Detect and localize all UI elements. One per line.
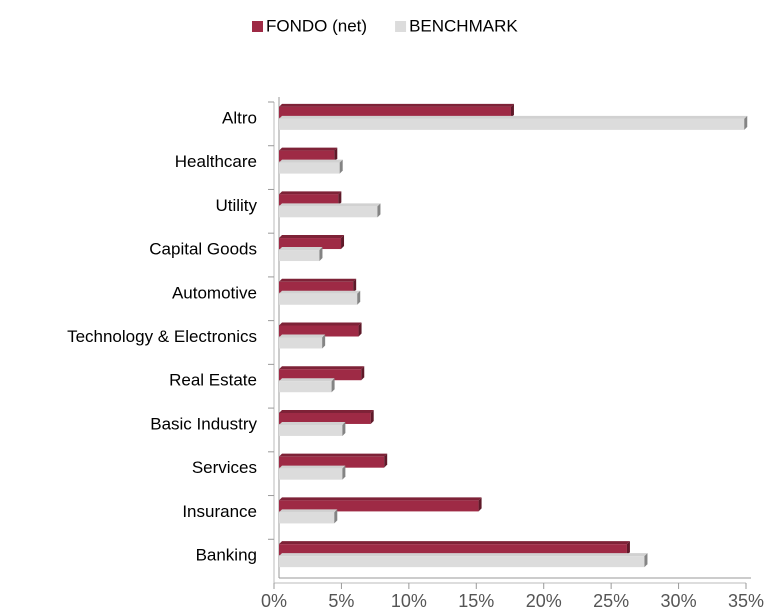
bar-edge bbox=[334, 147, 338, 162]
legend-label: BENCHMARK bbox=[409, 16, 518, 35]
bar-top bbox=[279, 409, 374, 413]
bar-top bbox=[279, 497, 482, 501]
bar bbox=[279, 337, 323, 349]
bar-top bbox=[279, 235, 345, 239]
bar bbox=[279, 369, 362, 381]
bar-top bbox=[279, 421, 346, 425]
bar-top bbox=[279, 553, 648, 557]
bar bbox=[279, 150, 335, 162]
bar-edge bbox=[357, 290, 361, 305]
legend-label: FONDO (net) bbox=[266, 16, 367, 35]
bar-edge bbox=[319, 247, 323, 262]
bar-top bbox=[279, 453, 388, 457]
bar-edge bbox=[478, 497, 482, 512]
bar-edge bbox=[342, 465, 346, 480]
bar bbox=[279, 162, 340, 174]
bar-top bbox=[279, 366, 365, 370]
bar-edge bbox=[341, 235, 345, 250]
bar-top bbox=[279, 334, 326, 338]
x-tick-label: 35% bbox=[728, 591, 764, 609]
y-tick-label: Utility bbox=[215, 196, 257, 215]
x-tick-label: 10% bbox=[391, 591, 427, 609]
bar-top bbox=[279, 115, 748, 119]
bar-edge bbox=[342, 421, 346, 436]
bar-edge bbox=[361, 366, 365, 381]
bar bbox=[279, 381, 332, 393]
y-tick-label: Basic Industry bbox=[150, 414, 257, 433]
bar-top bbox=[279, 290, 361, 294]
bar-top bbox=[279, 322, 362, 326]
bar-top bbox=[279, 541, 630, 545]
bar bbox=[279, 106, 511, 118]
bar-edge bbox=[331, 378, 335, 393]
legend-swatch bbox=[395, 21, 407, 32]
bar-top bbox=[279, 191, 342, 195]
x-tick-label: 15% bbox=[458, 591, 494, 609]
bar-top bbox=[279, 203, 381, 207]
y-tick-label: Services bbox=[192, 458, 257, 477]
bar-edge bbox=[377, 203, 381, 218]
bar bbox=[279, 412, 371, 424]
bar-top bbox=[279, 378, 335, 382]
bar bbox=[279, 512, 335, 524]
bar-top bbox=[279, 103, 514, 107]
bar bbox=[279, 556, 645, 568]
bar-edge bbox=[353, 278, 357, 293]
bar-top bbox=[279, 278, 357, 282]
bar-edge bbox=[339, 159, 343, 174]
x-tick-label: 20% bbox=[526, 591, 562, 609]
bar-top bbox=[279, 509, 338, 513]
bar-edge bbox=[334, 509, 338, 524]
y-tick-label: Insurance bbox=[182, 502, 257, 521]
bar-edge bbox=[744, 115, 748, 130]
y-tick-label: Automotive bbox=[172, 283, 257, 302]
y-tick-label: Banking bbox=[196, 546, 257, 565]
bar-top bbox=[279, 247, 323, 251]
x-tick-label: 0% bbox=[261, 591, 287, 609]
y-tick-label: Altro bbox=[222, 108, 257, 127]
bar bbox=[279, 194, 339, 206]
bar bbox=[279, 424, 343, 436]
bar-edge bbox=[370, 409, 374, 424]
y-tick-label: Technology & Electronics bbox=[67, 327, 257, 346]
bar bbox=[279, 293, 358, 305]
legend-swatch bbox=[252, 21, 263, 32]
bar bbox=[279, 456, 385, 468]
bar bbox=[279, 206, 378, 218]
bar bbox=[279, 325, 359, 337]
bar-edge bbox=[644, 553, 648, 568]
bar-edge bbox=[510, 103, 514, 118]
bar bbox=[279, 281, 354, 293]
bar-top bbox=[279, 465, 346, 469]
bar bbox=[279, 238, 342, 250]
y-tick-label: Healthcare bbox=[175, 152, 257, 171]
y-tick-label: Real Estate bbox=[169, 371, 257, 390]
bar-edge bbox=[358, 322, 362, 337]
bar bbox=[279, 250, 320, 262]
bar-top bbox=[279, 159, 343, 163]
bar bbox=[279, 118, 745, 130]
bar-edge bbox=[322, 334, 326, 349]
bar bbox=[279, 500, 479, 512]
bar bbox=[279, 544, 627, 556]
y-tick-label: Capital Goods bbox=[149, 240, 257, 259]
bar-edge bbox=[338, 191, 342, 206]
bar-edge bbox=[626, 541, 630, 556]
bar bbox=[279, 468, 343, 480]
x-tick-label: 5% bbox=[328, 591, 354, 609]
x-tick-label: 25% bbox=[593, 591, 629, 609]
x-tick-label: 30% bbox=[661, 591, 697, 609]
bar-top bbox=[279, 147, 338, 151]
bar-edge bbox=[384, 453, 388, 468]
